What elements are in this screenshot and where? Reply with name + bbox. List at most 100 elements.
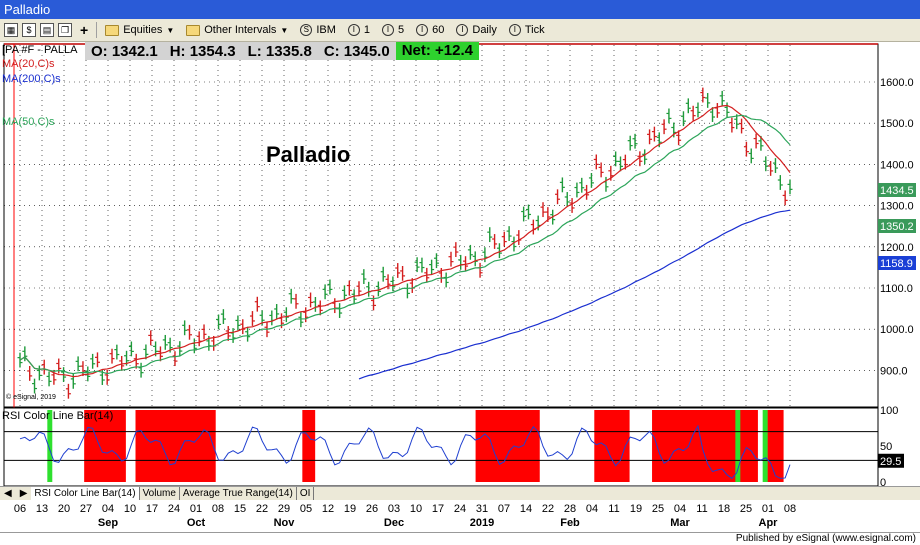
- tab-volume[interactable]: Volume: [140, 487, 180, 500]
- date-tick-label: 24: [454, 503, 466, 515]
- date-tick-label: 11: [608, 503, 619, 515]
- date-tick-label: 29: [278, 503, 290, 515]
- date-tick-label: 12: [322, 503, 334, 515]
- equities-dropdown[interactable]: Equities ▼: [101, 24, 178, 36]
- price-tick-label: 1200.0: [880, 242, 914, 254]
- price-tick-label: 1100.0: [880, 283, 913, 295]
- rsi-line: [19, 424, 791, 480]
- date-tick-label: 18: [718, 503, 730, 515]
- price-tag: [878, 183, 916, 197]
- month-label: Apr: [759, 517, 779, 529]
- i-icon: I: [508, 24, 521, 36]
- price-axis: 1600.0 1500.0 1400.0 1300.0 1200.0 1100.0 1000…: [878, 77, 916, 377]
- date-tick-label: 15: [234, 503, 246, 515]
- folder-icon: [186, 24, 201, 36]
- price-tag-label: 1350.2: [880, 221, 914, 233]
- i-icon: I: [456, 24, 469, 36]
- price-tag: [878, 219, 916, 233]
- price-tag: [878, 256, 916, 270]
- other-intervals-dropdown[interactable]: Other Intervals ▼: [182, 24, 292, 36]
- grid: [4, 45, 878, 482]
- date-tick-label: 19: [630, 503, 642, 515]
- i-icon: I: [382, 24, 394, 36]
- rsi-overbought-zone: [475, 410, 540, 482]
- folder-icon: [105, 24, 120, 36]
- page-icon[interactable]: ❐: [58, 23, 72, 37]
- price-tick-label: 1300.0: [880, 201, 914, 213]
- interval-tick-button[interactable]: I Tick: [505, 24, 549, 36]
- interval-60-button[interactable]: I 60: [412, 24, 448, 36]
- rsi-title: RSI Color Line Bar(14): [2, 410, 114, 422]
- month-label: 2019: [470, 517, 494, 529]
- rsi-bars: 100 50 0 29.5: [4, 405, 904, 487]
- date-tick-label: 14: [520, 503, 532, 515]
- rsi-overbought-zone: [84, 410, 126, 482]
- ma20-line: [19, 104, 791, 378]
- date-tick-label: 28: [564, 503, 576, 515]
- chart-area[interactable]: 1600.0 1500.0 1400.0 1300.0 1200.0 1100.0 1000…: [0, 42, 920, 487]
- interval-5-label: 5: [398, 24, 405, 36]
- rsi-tick-label: 0: [880, 477, 886, 487]
- i-icon: I: [347, 24, 360, 36]
- price-chart[interactable]: 1600.01500.01400.01300.01200.01100.01000…: [0, 42, 920, 487]
- date-tick-label: 13: [36, 503, 48, 515]
- watermark: © eSignal, 2019: [6, 394, 56, 401]
- add-symbol-button[interactable]: +: [76, 22, 92, 38]
- chevron-down-icon: ▼: [280, 25, 289, 35]
- date-tick-label: 04: [102, 503, 114, 515]
- chart-big-title: Palladio: [266, 142, 351, 167]
- quote-icon[interactable]: $: [22, 23, 36, 37]
- tab-oi[interactable]: OI: [297, 487, 315, 500]
- date-tick-label: 22: [542, 503, 554, 515]
- ma200-line: [358, 209, 791, 380]
- table-icon[interactable]: ▤: [40, 23, 54, 37]
- s-icon: S: [300, 24, 313, 36]
- date-tick-label: 26: [366, 503, 378, 515]
- date-tick-label: 03: [388, 503, 400, 515]
- date-tick-label: 01: [762, 503, 774, 515]
- window-title: Palladio: [4, 2, 51, 17]
- rsi-oversold-zone: [762, 410, 768, 482]
- price-tag-label: 1434.5: [880, 185, 914, 197]
- other-intervals-label: Other Intervals: [204, 24, 277, 36]
- rsi-overbought-zone: [767, 410, 784, 482]
- tab-scroll-left-icon[interactable]: ◀: [4, 488, 12, 499]
- date-tick-label: 04: [586, 503, 598, 515]
- tab-atr[interactable]: Average True Range(14): [180, 487, 297, 500]
- month-label: Feb: [560, 517, 580, 529]
- date-tick-label: 22: [256, 503, 268, 515]
- tab-rsi[interactable]: RSI Color Line Bar(14): [31, 487, 140, 500]
- ohlc-readout: O: 1342.1 H: 1354.3 L: 1335.8 C: 1345.0 …: [85, 42, 479, 60]
- date-tick-label: 10: [410, 503, 422, 515]
- i-icon: I: [416, 24, 429, 36]
- indicator-tabs: ◀ ▶ RSI Color Line Bar(14) Volume Averag…: [0, 486, 920, 500]
- high-value: H: 1354.3: [169, 42, 236, 60]
- toolbar: ▦ $ ▤ ❐ + Equities ▼ Other Intervals ▼ S IB…: [0, 19, 920, 42]
- date-tick-label: 25: [652, 503, 664, 515]
- symbol-ibm-button[interactable]: S IBM: [296, 24, 340, 36]
- interval-daily-button[interactable]: I Daily: [452, 24, 500, 36]
- price-tick-label: 900.0: [880, 365, 908, 377]
- date-tick-label: 08: [784, 503, 796, 515]
- date-tick-label: 20: [58, 503, 70, 515]
- price-tick-label: 1600.0: [880, 77, 914, 89]
- rsi-overbought-zone: [594, 410, 630, 482]
- rsi-overbought-zone: [135, 410, 216, 482]
- legend-ma200: MA(200,C)s: [2, 73, 61, 85]
- legend-ma20: MA(20,C)s: [2, 58, 55, 70]
- window-titlebar: Palladio: [0, 0, 920, 19]
- tab-scroll-right-icon[interactable]: ▶: [19, 488, 28, 499]
- rsi-oversold-zone: [47, 410, 53, 482]
- legend-ma50: MA(50,C)s: [2, 116, 55, 128]
- chart-icon[interactable]: ▦: [4, 23, 18, 37]
- moving-averages: [19, 104, 791, 380]
- low-value: L: 1335.8: [247, 42, 312, 60]
- month-label: Dec: [384, 517, 404, 529]
- month-label: Nov: [274, 517, 296, 529]
- ibm-label: IBM: [316, 24, 336, 36]
- date-tick-label: 17: [146, 503, 158, 515]
- date-tick-label: 06: [14, 503, 26, 515]
- rsi-overbought-zone: [652, 410, 758, 482]
